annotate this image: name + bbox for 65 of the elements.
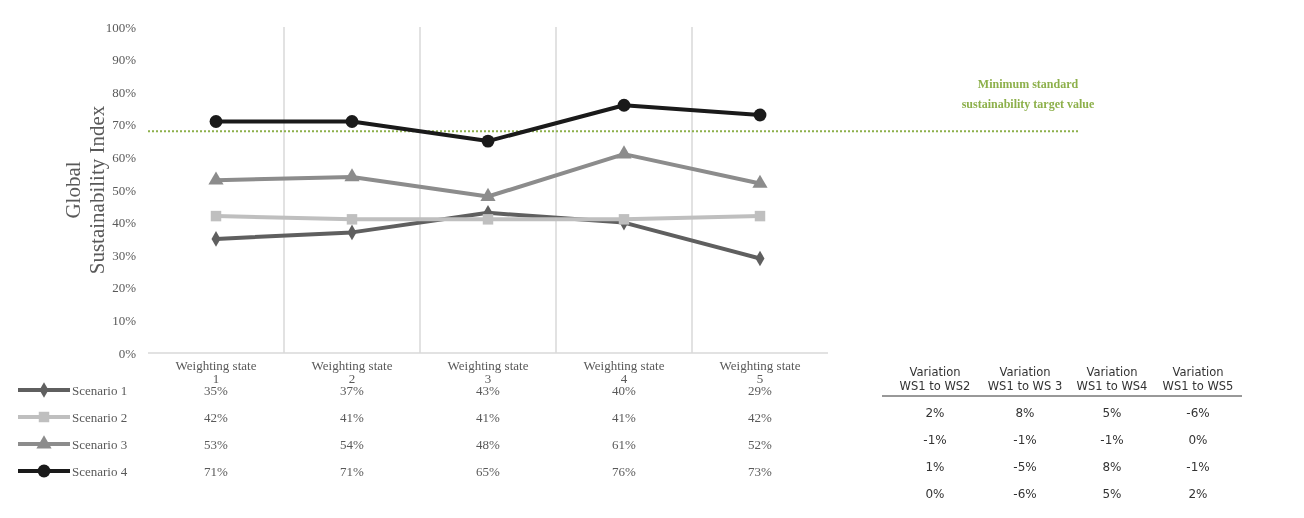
data-label: 61% xyxy=(612,436,637,452)
data-label: 42% xyxy=(204,409,229,425)
y-tick-label: 60% xyxy=(112,149,137,165)
y-tick-label: 10% xyxy=(112,312,137,328)
point xyxy=(345,115,359,128)
text: 5% xyxy=(1102,487,1122,502)
data-label: 41% xyxy=(476,409,501,425)
point xyxy=(616,145,632,159)
text: 8% xyxy=(1015,406,1035,421)
y-tick-label: 0% xyxy=(118,345,137,361)
data-label: 54% xyxy=(340,436,365,452)
point xyxy=(617,98,631,112)
y-tick-label: 30% xyxy=(112,247,137,263)
legend-label: Scenario 2 xyxy=(72,409,128,425)
point xyxy=(208,171,224,185)
point xyxy=(618,214,630,225)
y-axis-title: Global Sustainability Index xyxy=(61,105,109,275)
y-tick-label: 40% xyxy=(112,215,137,231)
y-tick-label: 20% xyxy=(112,280,137,296)
text: 2% xyxy=(925,406,945,421)
text: -5% xyxy=(1013,460,1037,475)
text: -1% xyxy=(1186,460,1210,475)
category-label: Variation WS1 to WS 3 xyxy=(987,365,1063,393)
y-tick-label: 50% xyxy=(112,182,137,198)
point xyxy=(344,168,360,182)
y-tick-label: 100% xyxy=(105,19,137,35)
data-label: 65% xyxy=(476,463,501,479)
point xyxy=(481,134,495,148)
text: 0% xyxy=(925,487,945,502)
text: 2% xyxy=(1188,487,1208,502)
point xyxy=(209,115,223,128)
data-label: 76% xyxy=(612,463,637,479)
y-tick-label: 80% xyxy=(112,84,137,100)
category-label: Variation WS1 to WS4 xyxy=(1076,365,1148,393)
point xyxy=(482,214,494,225)
data-label: 53% xyxy=(204,436,229,452)
y-tick-label: 70% xyxy=(112,117,137,133)
data-label: 71% xyxy=(340,463,365,479)
category-label: Variation WS1 to WS5 xyxy=(1162,365,1234,393)
text: -1% xyxy=(1013,433,1037,448)
data-label: 48% xyxy=(476,436,501,452)
data-label: 42% xyxy=(748,409,773,425)
point xyxy=(753,108,767,122)
text: -6% xyxy=(1186,406,1210,421)
text: 0% xyxy=(1188,433,1208,448)
point xyxy=(346,214,358,225)
legend-label: Scenario 1 xyxy=(72,382,128,398)
text: -1% xyxy=(923,433,947,448)
data-label: 71% xyxy=(204,463,229,479)
data-label: 73% xyxy=(748,463,773,479)
text: 8% xyxy=(1102,460,1122,475)
text: -1% xyxy=(1100,433,1124,448)
category-label: Variation WS1 to WS2 xyxy=(899,365,971,393)
data-label: 52% xyxy=(748,436,773,452)
data-label: 41% xyxy=(612,409,637,425)
point xyxy=(754,210,766,222)
text: 1% xyxy=(925,460,945,475)
legend-label: Scenario 3 xyxy=(72,436,128,452)
y-tick-label: 90% xyxy=(112,52,137,68)
text: 5% xyxy=(1102,406,1122,421)
data-label: 41% xyxy=(340,409,365,425)
ref-line-label: Minimum standard sustainability target value xyxy=(961,77,1096,112)
point xyxy=(210,210,222,222)
text: -6% xyxy=(1013,487,1037,502)
legend-label: Scenario 4 xyxy=(72,463,128,479)
